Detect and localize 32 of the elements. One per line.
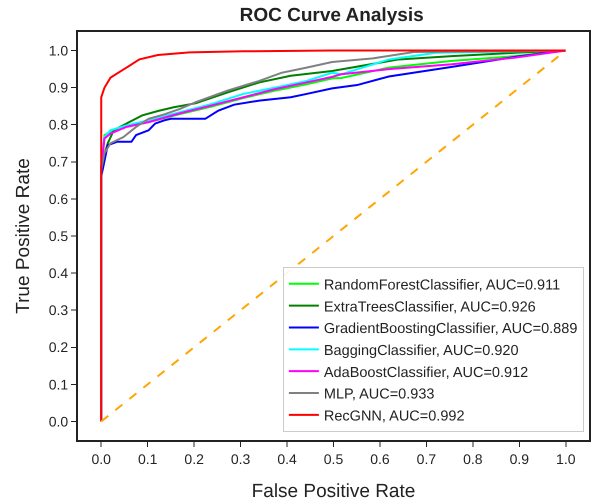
y-axis-title: True Positive Rate xyxy=(13,158,34,314)
y-tick-label: 0.4 xyxy=(48,264,68,281)
x-tick-label: 1.0 xyxy=(556,450,576,467)
legend-label: AdaBoostClassifier, AUC=0.912 xyxy=(324,364,528,381)
y-tick-label: 0.6 xyxy=(48,190,68,207)
chart-title: ROC Curve Analysis xyxy=(240,4,424,26)
y-tick-label: 0.8 xyxy=(48,116,68,133)
legend-label: MLP, AUC=0.933 xyxy=(324,386,434,403)
x-tick-label: 0.4 xyxy=(277,450,297,467)
x-tick-label: 0.1 xyxy=(138,450,158,467)
x-tick-label: 0.6 xyxy=(370,450,390,467)
y-tick-label: 0.0 xyxy=(48,413,68,430)
legend-label: RecGNN, AUC=0.992 xyxy=(324,408,465,425)
y-tick-label: 0.5 xyxy=(48,228,68,244)
legend-label: RandomForestClassifier, AUC=0.911 xyxy=(324,277,560,294)
legend-label: GradientBoostingClassifier, AUC=0.889 xyxy=(324,321,578,338)
x-tick-label: 0.3 xyxy=(230,450,251,467)
y-tick-label: 0.7 xyxy=(48,154,68,170)
legend-label: ExtraTreesClassifier, AUC=0.926 xyxy=(324,299,536,316)
y-tick-label: 0.2 xyxy=(48,339,68,356)
x-tick-label: 0.2 xyxy=(184,450,204,467)
y-tick-label: 0.3 xyxy=(48,302,68,318)
y-tick-label: 0.9 xyxy=(48,80,68,96)
x-tick-label: 0.7 xyxy=(416,450,436,467)
legend-label: BaggingClassifier, AUC=0.920 xyxy=(324,342,519,359)
y-tick-label: 1.0 xyxy=(48,42,68,58)
x-tick-label: 0.9 xyxy=(510,450,530,467)
x-tick-label: 0.8 xyxy=(463,450,483,467)
x-tick-label: 0.0 xyxy=(91,450,112,467)
x-tick-label: 0.5 xyxy=(324,450,344,467)
y-tick-label: 0.1 xyxy=(48,376,68,392)
x-axis-title: False Positive Rate xyxy=(252,481,416,502)
